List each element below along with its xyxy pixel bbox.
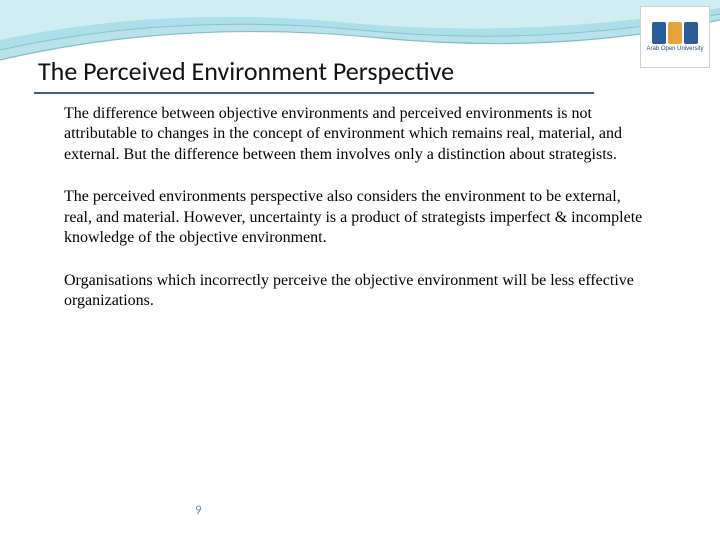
- logo-text: Arab Open University: [646, 46, 703, 53]
- content-area: The difference between objective environ…: [64, 104, 644, 334]
- slide-number: 9: [195, 503, 202, 518]
- paragraph-2: The perceived environments perspective a…: [64, 187, 644, 248]
- logo-block-1: [652, 22, 666, 44]
- paragraph-3: Organisations which incorrectly perceive…: [64, 271, 644, 312]
- logo-block-2: [668, 22, 682, 44]
- title-underline: [34, 92, 594, 94]
- university-logo: Arab Open University: [640, 6, 710, 68]
- logo-block-3: [684, 22, 698, 44]
- logo-blocks: [652, 22, 698, 44]
- slide-title: The Perceived Environment Perspective: [38, 55, 454, 87]
- paragraph-1: The difference between objective environ…: [64, 104, 644, 165]
